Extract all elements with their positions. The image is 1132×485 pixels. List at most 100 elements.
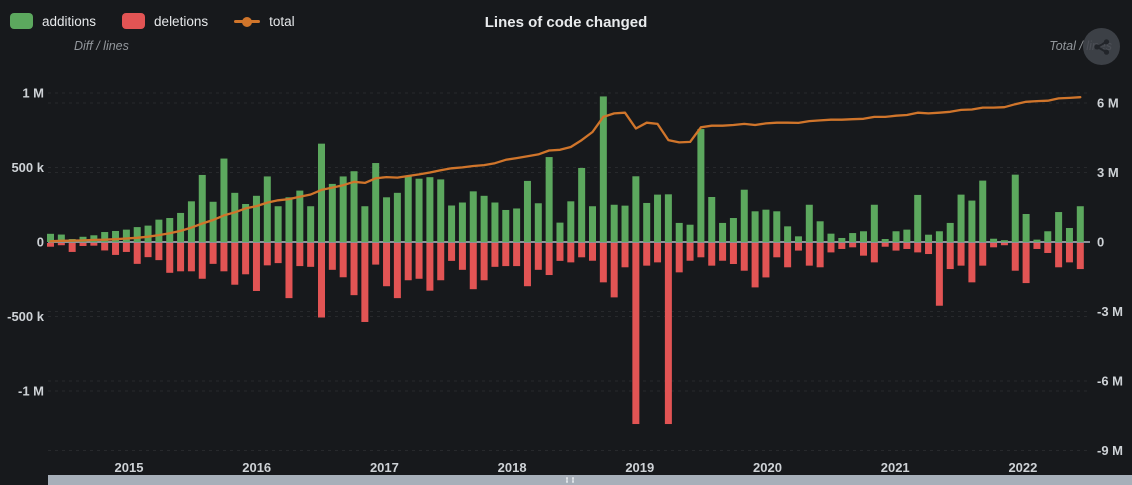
additions-bar[interactable] [719,222,727,242]
deletions-bar[interactable] [1065,243,1073,263]
deletions-bar[interactable] [729,243,737,265]
additions-bar[interactable] [892,231,900,242]
deletions-bar[interactable] [209,243,217,264]
additions-bar[interactable] [1000,240,1008,242]
additions-bar[interactable] [849,233,857,242]
additions-bar[interactable] [458,202,466,242]
deletions-bar[interactable] [914,243,922,253]
deletions-bar[interactable] [57,243,65,246]
additions-bar[interactable] [946,222,954,242]
additions-bar[interactable] [513,208,521,242]
additions-bar[interactable] [729,218,737,242]
deletions-bar[interactable] [621,243,629,268]
deletions-bar[interactable] [599,243,607,283]
additions-bar[interactable] [556,222,564,242]
deletions-bar[interactable] [155,243,163,261]
additions-bar[interactable] [632,176,640,242]
deletions-bar[interactable] [361,243,369,322]
deletions-bar[interactable] [296,243,304,267]
deletions-bar[interactable] [925,243,933,255]
additions-bar[interactable] [383,197,391,242]
additions-bar[interactable] [675,222,683,242]
deletions-bar[interactable] [393,243,401,299]
deletions-bar[interactable] [935,243,943,306]
deletions-bar[interactable] [285,243,293,299]
additions-bar[interactable] [990,238,998,242]
deletions-bar[interactable] [1055,243,1063,268]
additions-bar[interactable] [372,163,380,242]
deletions-bar[interactable] [47,243,54,247]
additions-bar[interactable] [1022,213,1030,242]
additions-bar[interactable] [404,176,412,242]
deletions-bar[interactable] [675,243,683,273]
deletions-bar[interactable] [816,243,824,268]
deletions-bar[interactable] [849,243,857,248]
deletions-bar[interactable] [990,243,998,248]
additions-bar[interactable] [242,204,250,242]
deletions-bar[interactable] [318,243,325,318]
deletions-bar[interactable] [491,243,499,267]
deletions-series[interactable] [47,243,1084,425]
additions-bar[interactable] [881,239,889,242]
additions-bar[interactable] [968,200,976,242]
deletions-bar[interactable] [556,243,564,261]
additions-bar[interactable] [870,204,878,242]
deletions-bar[interactable] [469,243,477,290]
additions-bar[interactable] [361,206,369,242]
deletions-bar[interactable] [578,243,586,258]
additions-bar[interactable] [545,157,553,242]
additions-bar[interactable] [209,201,217,242]
deletions-bar[interactable] [794,243,802,251]
additions-bar[interactable] [697,129,705,242]
deletions-bar[interactable] [480,243,488,281]
additions-bar[interactable] [339,176,347,242]
additions-bar[interactable] [773,211,781,242]
additions-bar[interactable] [979,180,987,242]
deletions-bar[interactable] [513,243,521,267]
deletions-bar[interactable] [979,243,987,266]
deletions-bar[interactable] [632,243,640,425]
additions-bar[interactable] [664,194,672,242]
additions-bar[interactable] [393,192,401,242]
additions-series[interactable] [47,96,1084,243]
deletions-bar[interactable] [762,243,770,278]
additions-bar[interactable] [491,202,499,242]
additions-bar[interactable] [708,197,716,242]
deletions-bar[interactable] [220,243,228,272]
deletions-bar[interactable] [784,243,792,268]
additions-bar[interactable] [914,194,922,242]
deletions-bar[interactable] [448,243,456,261]
additions-bar[interactable] [133,227,141,242]
additions-bar[interactable] [480,195,488,242]
deletions-bar[interactable] [350,243,358,296]
additions-bar[interactable] [903,229,911,242]
additions-bar[interactable] [307,206,315,242]
additions-bar[interactable] [1076,206,1084,242]
deletions-bar[interactable] [805,243,813,266]
deletions-bar[interactable] [773,243,781,258]
deletions-bar[interactable] [122,243,130,252]
deletions-bar[interactable] [589,243,596,261]
additions-bar[interactable] [762,209,770,242]
deletions-bar[interactable] [1033,243,1041,249]
additions-bar[interactable] [415,178,423,242]
deletions-bar[interactable] [740,243,748,271]
additions-bar[interactable] [263,176,271,242]
additions-bar[interactable] [47,233,54,243]
legend-item-deletions[interactable]: deletions [122,13,208,29]
deletions-bar[interactable] [458,243,466,270]
additions-bar[interactable] [90,235,98,242]
deletions-bar[interactable] [415,243,423,279]
deletions-bar[interactable] [860,243,867,256]
additions-bar[interactable] [578,167,586,242]
additions-bar[interactable] [112,230,120,242]
deletions-bar[interactable] [523,243,531,287]
additions-bar[interactable] [57,234,65,242]
deletions-bar[interactable] [946,243,954,270]
deletions-bar[interactable] [68,243,76,252]
total-line[interactable] [49,96,1082,243]
deletions-bar[interactable] [545,243,553,276]
deletions-bar[interactable] [654,243,662,263]
deletions-bar[interactable] [643,243,651,266]
additions-bar[interactable] [166,218,174,242]
